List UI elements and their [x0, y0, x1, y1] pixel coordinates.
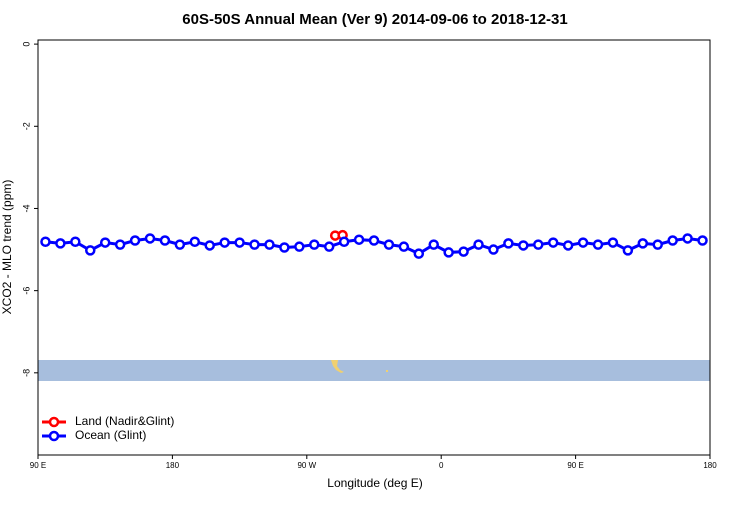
data-point [564, 241, 572, 249]
data-point [519, 241, 527, 249]
data-point [116, 241, 124, 249]
data-point [86, 246, 94, 254]
y-tick-label: -2 [21, 122, 31, 130]
data-point [684, 234, 692, 242]
x-tick-label: 0 [439, 461, 444, 470]
legend-marker [50, 418, 58, 426]
data-point [355, 236, 363, 244]
data-point [265, 241, 273, 249]
data-point [504, 239, 512, 247]
x-tick-label: 180 [166, 461, 180, 470]
data-point [340, 238, 348, 246]
y-tick-label: 0 [21, 42, 31, 47]
y-tick-label: -6 [21, 287, 31, 295]
land-patch [386, 370, 388, 372]
y-axis-label: XCO2 - MLO trend (ppm) [0, 180, 14, 315]
x-tick-label: 180 [703, 461, 717, 470]
x-tick-label: 90 W [297, 461, 316, 470]
legend-label: Ocean (Glint) [75, 428, 146, 442]
data-point [41, 238, 49, 246]
data-point [549, 239, 557, 247]
data-point [295, 243, 303, 251]
map-strip [38, 360, 710, 381]
data-point [221, 239, 229, 247]
data-point [385, 241, 393, 249]
x-tick-label: 90 E [567, 461, 583, 470]
legend-label: Land (Nadir&Glint) [75, 414, 174, 428]
data-point [430, 241, 438, 249]
data-point [56, 239, 64, 247]
data-point [624, 246, 632, 254]
y-tick-label: -4 [21, 204, 31, 212]
data-point [654, 241, 662, 249]
data-point [310, 241, 318, 249]
data-point [206, 241, 214, 249]
data-point [460, 248, 468, 256]
data-point [669, 237, 677, 245]
data-point [445, 248, 453, 256]
data-point [475, 241, 483, 249]
chart-title: 60S-50S Annual Mean (Ver 9) 2014-09-06 t… [182, 11, 567, 28]
data-point [325, 243, 333, 251]
data-point [489, 246, 497, 254]
data-point [579, 239, 587, 247]
data-point [191, 238, 199, 246]
data-point [236, 239, 244, 247]
data-point [534, 241, 542, 249]
data-point [71, 238, 79, 246]
y-tick-label: -8 [21, 369, 31, 377]
data-point [639, 239, 647, 247]
x-axis-label: Longitude (deg E) [327, 476, 422, 490]
x-tick-label: 90 E [30, 461, 46, 470]
data-point [415, 250, 423, 258]
data-point [131, 237, 139, 245]
data-point [161, 237, 169, 245]
data-point [101, 239, 109, 247]
data-point [251, 241, 259, 249]
data-point [146, 234, 154, 242]
legend-marker [50, 432, 58, 440]
data-point [176, 241, 184, 249]
data-point [609, 239, 617, 247]
data-point [594, 241, 602, 249]
data-point [699, 237, 707, 245]
data-point [370, 237, 378, 245]
data-point [280, 244, 288, 252]
data-point [400, 243, 408, 251]
